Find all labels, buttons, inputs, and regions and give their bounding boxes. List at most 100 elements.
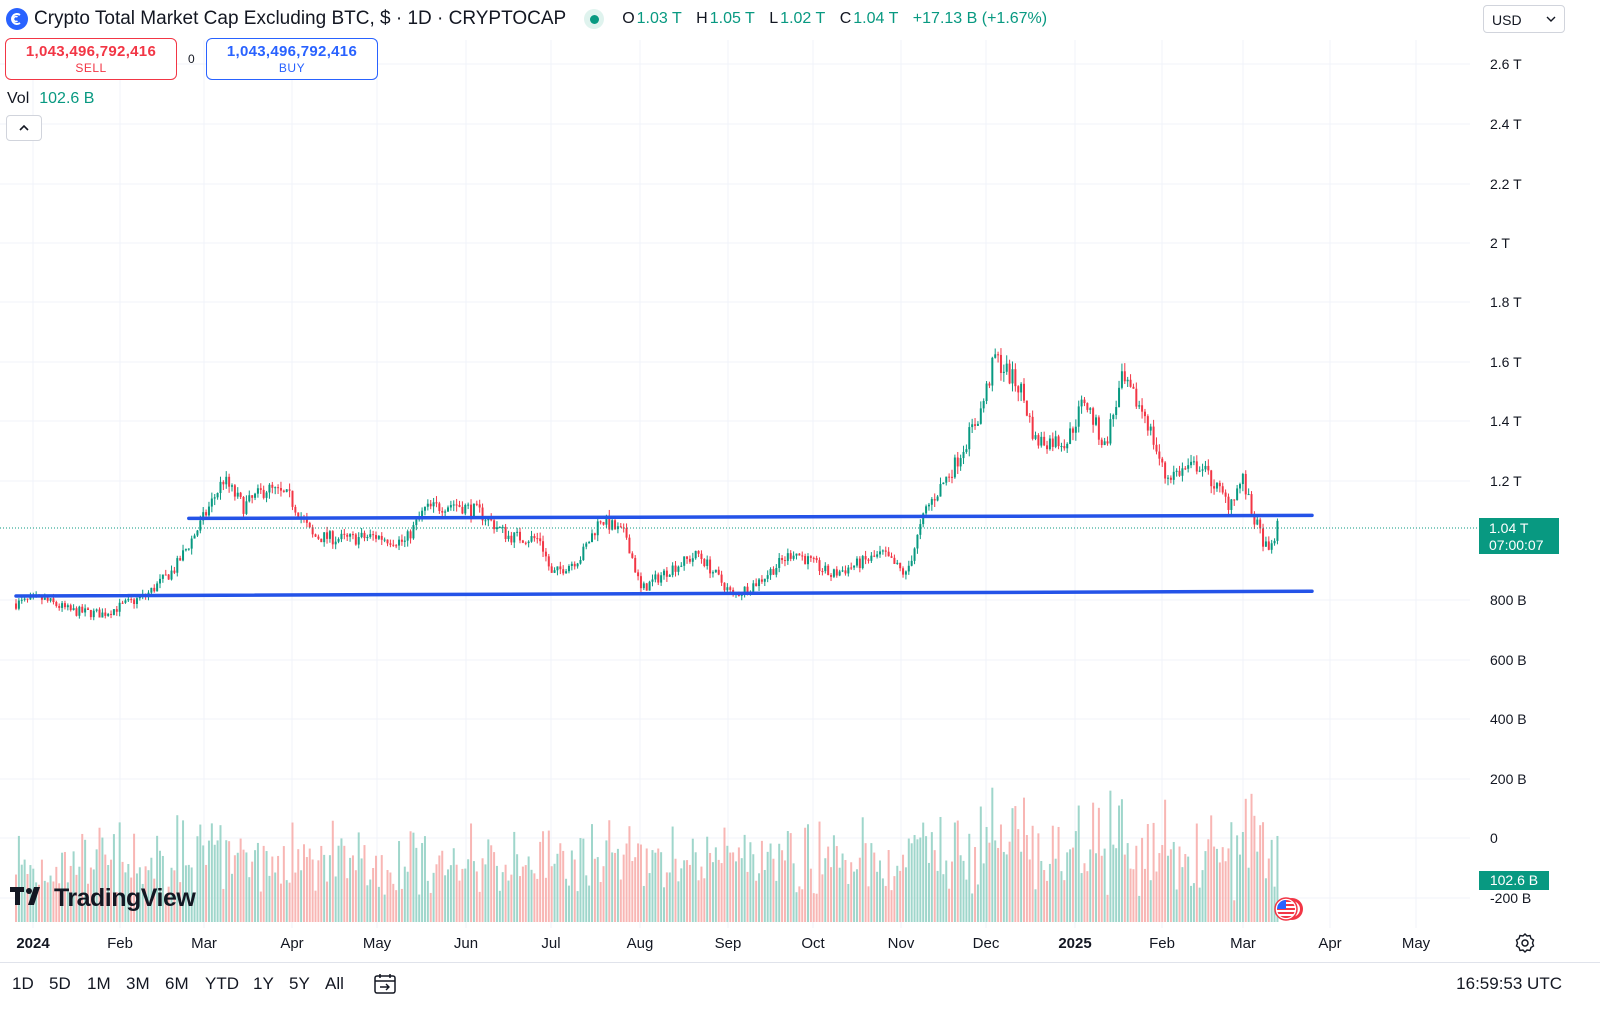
volume-bar <box>1158 853 1161 922</box>
candle-body <box>576 563 579 567</box>
volume-bar <box>674 858 677 922</box>
sell-button[interactable]: 1,043,496,792,416 SELL <box>5 38 177 80</box>
candle-body <box>449 505 452 508</box>
range-5d[interactable]: 5D <box>49 974 71 993</box>
candle-body <box>818 560 821 572</box>
candle-body <box>812 557 815 559</box>
volume-bar <box>400 888 403 922</box>
volume-bar <box>904 867 907 922</box>
candle-body <box>484 520 487 522</box>
volume-bars <box>15 787 1279 922</box>
close-key: C <box>839 10 852 27</box>
current-price-label: 1.04 T 07:00:07 <box>1479 518 1559 554</box>
buy-button[interactable]: 1,043,496,792,416 BUY <box>206 38 378 80</box>
volume-bar <box>663 887 665 922</box>
candle-body <box>205 512 208 516</box>
candle-body <box>703 559 706 566</box>
candle-body <box>1037 435 1040 446</box>
tradingview-logo[interactable]: TradingView <box>10 884 196 913</box>
volume-bar <box>637 843 640 922</box>
range-5y[interactable]: 5Y <box>289 974 310 993</box>
volume-bar <box>159 850 161 922</box>
range-6m[interactable]: 6M <box>165 974 189 993</box>
candle-body <box>553 570 556 573</box>
utc-clock[interactable]: 16:59:53 UTC <box>1456 974 1562 993</box>
spread-value: 0 <box>188 52 195 66</box>
volume-bar <box>429 892 432 922</box>
volume-bar <box>458 880 461 922</box>
volume-bar <box>279 883 282 922</box>
candle-body <box>847 567 850 574</box>
candle-body <box>435 502 438 504</box>
candle-body <box>320 538 323 543</box>
candle-body <box>752 583 755 592</box>
calendar-range-icon[interactable] <box>372 972 398 996</box>
candle-body <box>202 512 205 521</box>
range-all[interactable]: All <box>325 974 344 993</box>
candle-body <box>447 507 449 512</box>
candle-body <box>1195 461 1198 472</box>
candle-body <box>789 553 792 559</box>
volume-bar <box>717 859 720 922</box>
range-1m[interactable]: 1M <box>87 974 111 993</box>
price-tick-label: -200 B <box>1490 890 1531 906</box>
range-1y[interactable]: 1Y <box>253 974 274 993</box>
volume-bar <box>190 867 193 922</box>
volume-bar <box>470 823 473 922</box>
candle-body <box>783 560 786 562</box>
volume-bar <box>893 876 896 922</box>
volume-bar <box>991 787 994 922</box>
volume-bar <box>809 868 812 922</box>
time-axis: 2024 Feb Mar Apr May Jun Jul Aug Sep Oct Nov Dec 202… <box>16 935 1430 952</box>
volume-bar <box>855 869 858 922</box>
range-1d[interactable]: 1D <box>12 974 34 993</box>
candle-body <box>1031 416 1034 439</box>
candle-body <box>1106 441 1109 444</box>
candle-body <box>642 583 645 589</box>
candle-body <box>193 535 196 539</box>
price-tick-label: 2.6 T <box>1490 56 1522 72</box>
volume-bar <box>913 835 916 922</box>
settings-gear-icon[interactable] <box>1514 932 1536 954</box>
candle-body <box>850 567 853 569</box>
volume-bar <box>976 884 979 922</box>
range-3m[interactable]: 3M <box>126 974 150 993</box>
symbol-title[interactable]: Crypto Total Market Cap Excluding BTC, $… <box>34 8 567 29</box>
sell-label: SELL <box>75 61 107 75</box>
candle-body <box>1048 438 1051 450</box>
volume-bar <box>1054 858 1057 922</box>
volume-bar <box>927 862 930 922</box>
volume-bar <box>380 855 383 922</box>
collapse-legend-button[interactable] <box>6 115 42 141</box>
volume-bar <box>714 847 717 922</box>
candle-body <box>1210 470 1213 487</box>
volume-bar <box>830 867 833 922</box>
volume-bar <box>282 846 285 922</box>
candle-body <box>369 534 372 537</box>
volume-bar <box>124 872 127 922</box>
range-ytd[interactable]: YTD <box>205 974 239 993</box>
volume-bar <box>63 851 66 922</box>
candle-body <box>913 548 916 561</box>
candle-body <box>711 572 714 574</box>
us-flag-icon[interactable] <box>1270 897 1306 921</box>
candle-body <box>17 600 20 609</box>
candle-body <box>1161 458 1164 463</box>
candle-body <box>294 506 297 513</box>
candle-body <box>971 424 974 428</box>
candle-body <box>455 504 458 506</box>
volume-bar <box>236 852 239 922</box>
candle-body <box>832 569 835 577</box>
candle-body <box>1184 468 1187 470</box>
candle-body <box>959 458 962 467</box>
volume-bar <box>231 873 233 922</box>
candle-body <box>709 559 712 574</box>
candle-body <box>786 553 789 561</box>
candle-body <box>170 570 173 580</box>
current-price-value: 1.04 T <box>1489 520 1529 536</box>
currency-select[interactable]: USD <box>1483 5 1565 33</box>
candle-body <box>81 606 84 613</box>
volume-bar <box>570 850 573 922</box>
volume-bar <box>389 872 392 922</box>
